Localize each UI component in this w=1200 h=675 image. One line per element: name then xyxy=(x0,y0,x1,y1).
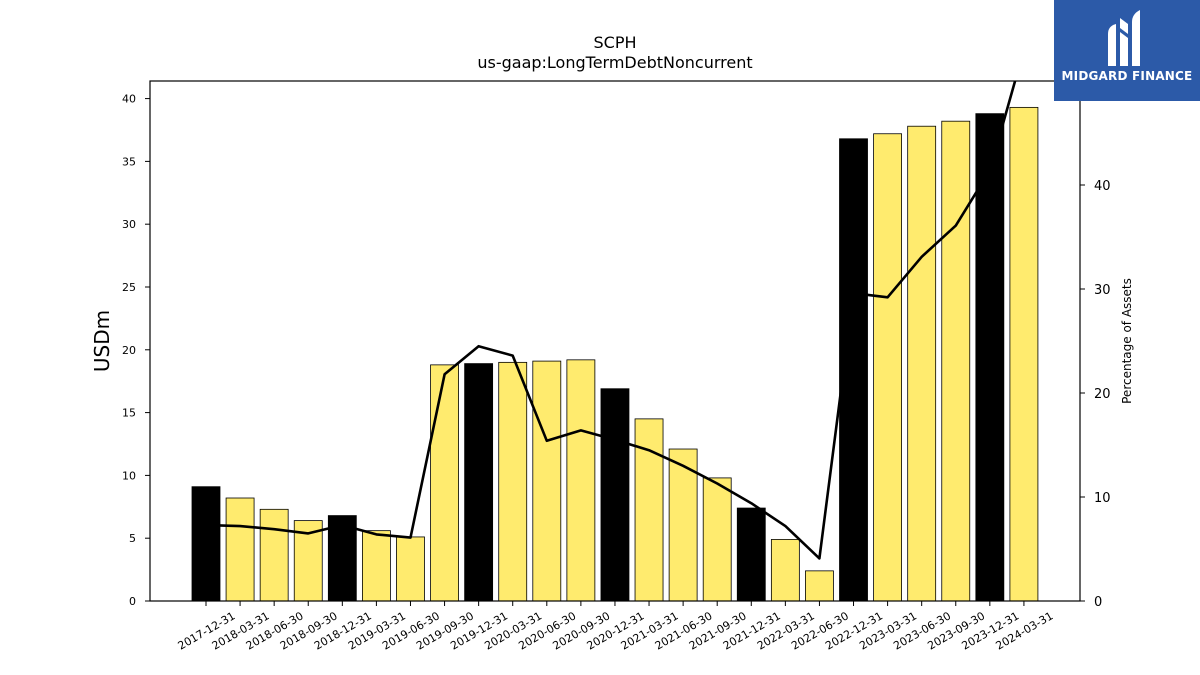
bar-2018-12-31 xyxy=(327,515,357,602)
y2-tick-label: 40 xyxy=(1094,179,1111,194)
y-tick-label: 5 xyxy=(129,532,136,545)
y2-tick-label: 10 xyxy=(1094,491,1111,506)
logo-text: MIDGARD FINANCE xyxy=(1061,69,1193,83)
x-axis: 2017-12-312018-03-312018-06-302018-09-30… xyxy=(176,601,1055,653)
bar-2018-03-31 xyxy=(225,497,255,602)
bar-2023-09-30 xyxy=(941,120,971,602)
y-tick-label: 0 xyxy=(129,595,136,608)
bar-2022-06-30 xyxy=(805,570,834,602)
bar-2024-03-31 xyxy=(1009,106,1039,602)
bars-layer xyxy=(191,106,1039,602)
bar-2018-06-30 xyxy=(259,508,289,602)
y2-tick-label: 0 xyxy=(1094,595,1102,610)
y-tick-label: 35 xyxy=(122,155,136,168)
line-layer xyxy=(205,81,1017,560)
y-tick-label: 40 xyxy=(122,93,136,106)
bar-2021-09-30 xyxy=(702,477,732,602)
bar-2019-06-30 xyxy=(396,536,425,602)
y-axis-label: USDm xyxy=(90,310,114,372)
bar-2023-12-31 xyxy=(975,113,1005,602)
y-tick-label: 20 xyxy=(122,344,136,357)
chart-subtitle: us-gaap:LongTermDebtNoncurrent xyxy=(477,53,752,72)
y-axis-left: 0 5 10 15 20 25 30 35 40 xyxy=(122,93,150,608)
bar-2023-03-31 xyxy=(873,133,902,602)
bar-2023-06-30 xyxy=(907,125,937,602)
bar-2020-03-31 xyxy=(498,361,528,602)
bar-2017-12-31 xyxy=(191,486,221,602)
bar-2020-12-31 xyxy=(600,388,630,602)
y-axis-right: 0 10 20 30 40 xyxy=(1080,179,1111,610)
bar-2021-06-30 xyxy=(668,448,698,602)
y2-tick-label: 20 xyxy=(1094,387,1111,402)
bar-2020-06-30 xyxy=(532,360,562,602)
y2-axis-label: Percentage of Assets xyxy=(1120,278,1134,404)
bar-2021-12-31 xyxy=(736,507,766,602)
midgard-logo-icon xyxy=(1108,10,1140,66)
bar-2022-03-31 xyxy=(770,539,800,602)
y2-tick-label: 30 xyxy=(1094,283,1111,298)
bar-2019-09-30 xyxy=(430,364,459,602)
y-tick-label: 30 xyxy=(122,218,136,231)
percentage-line xyxy=(205,81,1017,560)
y-tick-label: 25 xyxy=(122,281,136,294)
y-tick-label: 15 xyxy=(122,407,136,420)
bar-2019-03-31 xyxy=(361,530,391,602)
bar-2019-12-31 xyxy=(464,363,494,602)
y-tick-label: 10 xyxy=(122,469,136,482)
bar-2020-09-30 xyxy=(566,359,596,602)
chart-title: SCPH xyxy=(593,33,636,52)
midgard-finance-logo: MIDGARD FINANCE xyxy=(1054,0,1200,101)
